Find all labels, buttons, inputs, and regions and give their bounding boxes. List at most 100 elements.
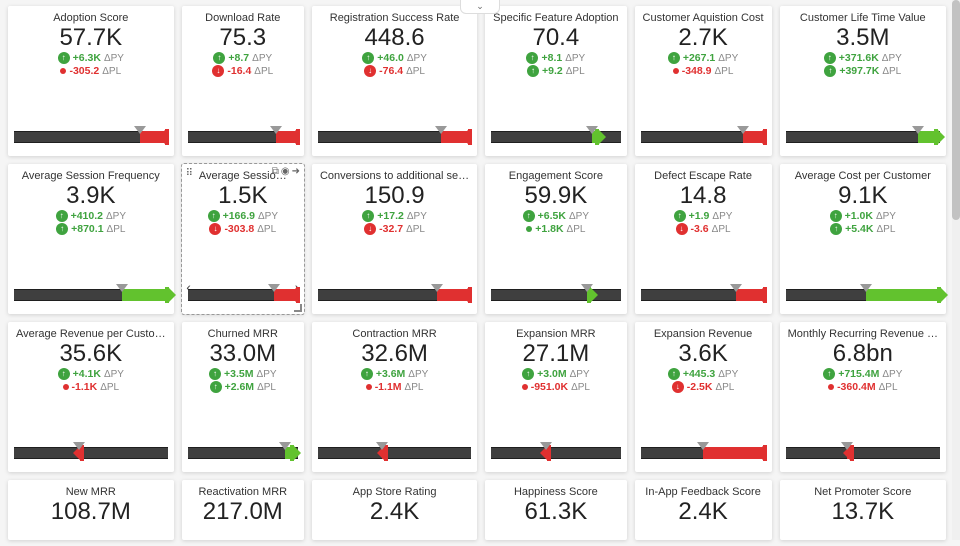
dot-icon xyxy=(673,68,679,74)
kpi-card[interactable]: Average Revenue per Custo… 35.6K ↑ +4.1K… xyxy=(8,322,174,472)
delta-value: -76.4 xyxy=(379,65,403,77)
delta-pl-row: ↑ +5.4KΔPL xyxy=(786,223,940,235)
kpi-value: 2.4K xyxy=(318,499,471,525)
kpi-card[interactable]: In-App Feedback Score 2.4K xyxy=(635,480,772,540)
kpi-card[interactable]: New MRR 108.7M xyxy=(8,480,174,540)
delta-pl-row: +1.8KΔPL xyxy=(491,223,620,235)
kpi-card[interactable]: Contraction MRR 32.6M ↑ +3.6MΔPY -1.1MΔP… xyxy=(312,322,477,472)
kpi-card[interactable]: Expansion MRR 27.1M ↑ +3.0MΔPY -951.0KΔP… xyxy=(485,322,626,472)
kpi-value: 35.6K xyxy=(14,341,168,367)
bullet-chart xyxy=(188,444,298,462)
delta-pl-row: ↓ -303.8ΔPL xyxy=(188,223,298,235)
kpi-card[interactable]: Defect Escape Rate 14.8 ↑ +1.9ΔPY ↓ -3.6… xyxy=(635,164,772,314)
up-arrow-icon: ↑ xyxy=(526,52,538,64)
bullet-chart xyxy=(14,128,168,146)
up-arrow-icon: ↑ xyxy=(674,210,686,222)
kpi-card[interactable]: Net Promoter Score 13.7K xyxy=(780,480,946,540)
drag-handle-icon[interactable]: ⠿ xyxy=(186,168,194,179)
kpi-title: Average Revenue per Custo… xyxy=(14,328,168,340)
up-arrow-icon: ↑ xyxy=(208,210,220,222)
bullet-chart xyxy=(491,128,620,146)
kpi-title: Net Promoter Score xyxy=(786,486,940,498)
delta-py-row: ↑ +3.5MΔPY xyxy=(188,368,298,380)
kpi-value: 1.5K xyxy=(188,183,298,209)
kpi-value: 13.7K xyxy=(786,499,940,525)
kpi-value: 3.9K xyxy=(14,183,168,209)
kpi-value: 75.3 xyxy=(188,25,298,51)
bullet-marker-icon xyxy=(431,284,443,292)
delta-value: +3.6M xyxy=(376,368,405,380)
kpi-card[interactable]: Expansion Revenue 3.6K ↑ +445.3ΔPY ↓ -2.… xyxy=(635,322,772,472)
kpi-card[interactable]: Registration Success Rate 448.6 ↑ +46.0Δ… xyxy=(312,6,477,156)
kpi-card[interactable]: Customer Aquistion Cost 2.7K ↑ +267.1ΔPY… xyxy=(635,6,772,156)
delta-py-row: ↑ +8.1ΔPY xyxy=(491,52,620,64)
up-arrow-icon: ↑ xyxy=(830,223,842,235)
kpi-card[interactable]: Adoption Score 57.7K ↑ +6.3KΔPY -305.2ΔP… xyxy=(8,6,174,156)
up-arrow-icon: ↑ xyxy=(522,368,534,380)
delta-value: +715.4M xyxy=(838,368,879,380)
bullet-marker-icon xyxy=(841,442,853,450)
resize-handle-icon[interactable] xyxy=(294,304,302,312)
delta-py-row: ↑ +17.2ΔPY xyxy=(318,210,471,222)
bullet-marker-icon xyxy=(376,442,388,450)
dot-icon xyxy=(63,384,69,390)
delta-py-row: ↑ +715.4MΔPY xyxy=(786,368,940,380)
up-arrow-icon: ↑ xyxy=(209,368,221,380)
kpi-value: 217.0M xyxy=(188,499,298,525)
delta-py-row: ↑ +4.1KΔPY xyxy=(14,368,168,380)
delta-label: ΔPY xyxy=(569,211,589,222)
delta-value: -303.8 xyxy=(224,223,254,235)
kpi-title: Churned MRR xyxy=(188,328,298,340)
kpi-card[interactable]: Reactivation MRR 217.0M xyxy=(182,480,304,540)
scrollbar-track[interactable] xyxy=(952,0,960,540)
scrollbar-thumb[interactable] xyxy=(952,0,960,220)
kpi-title: Adoption Score xyxy=(14,12,168,24)
copy-icon[interactable]: ⧉ xyxy=(272,166,279,177)
delta-label: ΔPL xyxy=(715,382,734,393)
delta-label: ΔPL xyxy=(257,382,276,393)
delta-value: +445.3 xyxy=(683,368,715,380)
delta-py-row: ↑ +371.6KΔPY xyxy=(786,52,940,64)
down-arrow-icon: ↓ xyxy=(364,223,376,235)
up-arrow-icon: ↑ xyxy=(210,381,222,393)
kpi-card[interactable]: App Store Rating 2.4K xyxy=(312,480,477,540)
bullet-chart xyxy=(14,286,168,304)
kpi-card[interactable]: Average Cost per Customer 9.1K ↑ +1.0KΔP… xyxy=(780,164,946,314)
up-arrow-icon: ↑ xyxy=(56,223,68,235)
bullet-marker-icon xyxy=(737,126,749,134)
delta-label: ΔPY xyxy=(565,53,585,64)
up-arrow-icon: ↑ xyxy=(830,210,842,222)
up-arrow-icon: ↑ xyxy=(527,65,539,77)
bullet-marker-icon xyxy=(586,126,598,134)
delta-label: ΔPL xyxy=(571,382,590,393)
bullet-marker-icon xyxy=(581,284,593,292)
bullet-marker-icon xyxy=(134,126,146,134)
kpi-card[interactable]: Average Session Frequency 3.9K ↑ +410.2Δ… xyxy=(8,164,174,314)
delta-pl-row: ↑ +2.6MΔPL xyxy=(188,381,298,393)
kpi-grid: Adoption Score 57.7K ↑ +6.3KΔPY -305.2ΔP… xyxy=(0,0,960,546)
filter-icon[interactable]: ◉ xyxy=(281,166,290,177)
kpi-title: In-App Feedback Score xyxy=(641,486,766,498)
kpi-card[interactable]: ⠿ ⧉ ◉ ➜ ‹ › Average Sessio… 1.5K ↑ +166.… xyxy=(182,164,304,314)
kpi-title: Defect Escape Rate xyxy=(641,170,766,182)
bullet-marker-icon xyxy=(268,284,280,292)
bullet-chart xyxy=(318,128,471,146)
delta-value: +1.9 xyxy=(689,210,710,222)
expand-chevron[interactable]: ⌄ xyxy=(460,0,500,14)
kpi-title: New MRR xyxy=(14,486,168,498)
kpi-title: Specific Feature Adoption xyxy=(491,12,620,24)
kpi-card[interactable]: Churned MRR 33.0M ↑ +3.5MΔPY ↑ +2.6MΔPL xyxy=(182,322,304,472)
kpi-card[interactable]: Conversions to additional se… 150.9 ↑ +1… xyxy=(312,164,477,314)
delta-label: ΔPL xyxy=(876,224,895,235)
kpi-card[interactable]: Customer Life Time Value 3.5M ↑ +371.6KΔ… xyxy=(780,6,946,156)
delta-label: ΔPY xyxy=(106,211,126,222)
delta-value: -305.2 xyxy=(69,65,99,77)
more-icon[interactable]: ➜ xyxy=(292,166,300,177)
delta-py-row: ↑ +166.9ΔPY xyxy=(188,210,298,222)
kpi-card[interactable]: Happiness Score 61.3K xyxy=(485,480,626,540)
kpi-card[interactable]: Monthly Recurring Revenue … 6.8bn ↑ +715… xyxy=(780,322,946,472)
delta-value: +1.0K xyxy=(845,210,873,222)
kpi-card[interactable]: Download Rate 75.3 ↑ +8.7ΔPY ↓ -16.4ΔPL xyxy=(182,6,304,156)
kpi-card[interactable]: Specific Feature Adoption 70.4 ↑ +8.1ΔPY… xyxy=(485,6,626,156)
kpi-card[interactable]: Engagement Score 59.9K ↑ +6.5KΔPY +1.8KΔ… xyxy=(485,164,626,314)
